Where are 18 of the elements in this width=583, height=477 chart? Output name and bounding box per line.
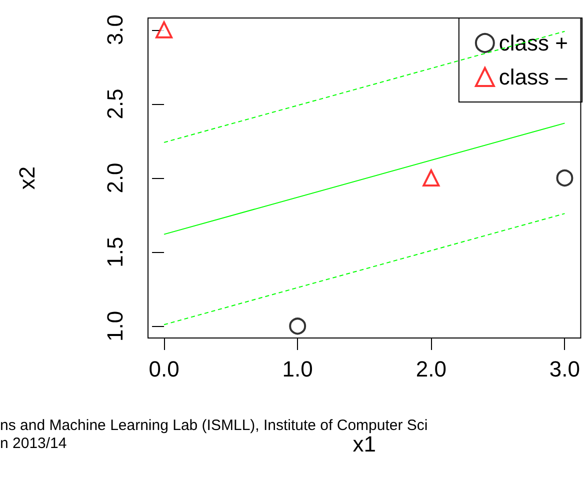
y-axis-title: x2: [14, 166, 40, 190]
point: [289, 318, 306, 335]
text: ns and Machine Learning Lab (ISMLL), Institute of Computer Sci: [0, 417, 428, 434]
x-tick-label: 1.0: [282, 356, 313, 382]
point: [156, 21, 173, 38]
y-tick-label: 1.0: [102, 310, 128, 342]
y-tick-label: 2.5: [102, 88, 128, 120]
y-tick-label: 1.5: [102, 236, 128, 268]
x-tick-label: 0.0: [148, 356, 180, 382]
y-tick-label: 2.0: [102, 162, 128, 194]
y-tick-label: 3.0: [102, 14, 128, 46]
text: n 2013/14: [0, 435, 67, 452]
x-tick-label: 2.0: [416, 356, 446, 382]
x-axis-title: x1: [352, 432, 376, 456]
legend-label: class –: [498, 64, 568, 90]
x-tick-label: 3.0: [549, 356, 580, 382]
point: [422, 170, 440, 186]
point: [556, 170, 574, 186]
